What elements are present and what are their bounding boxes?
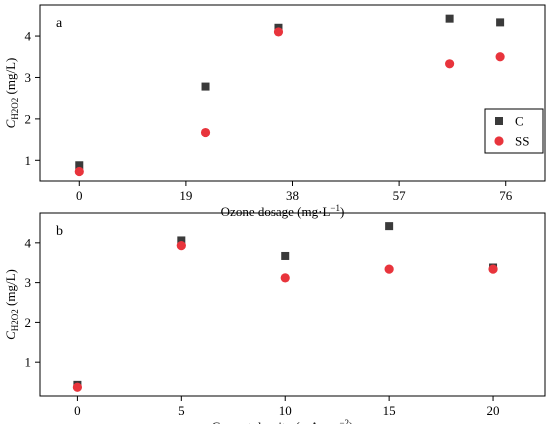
data-point-C: [496, 18, 505, 27]
data-point-SS: [488, 264, 498, 274]
x-tick-label: 5: [178, 403, 185, 418]
y-axis-label-main: C: [3, 119, 18, 128]
x-tick-label: 76: [499, 188, 513, 203]
x-axis-label-end: ): [349, 419, 353, 424]
y-axis-label-unit: (mg/L): [3, 58, 18, 98]
y-tick-label: 4: [25, 29, 32, 44]
chart-panel-b: b 0 5 10 15 20 1 2 3 4 Current density (mA·cm−2) CH…: [3, 212, 546, 424]
y-tick-label: 3: [25, 275, 32, 290]
series-C: [73, 222, 498, 389]
x-axis-label-sup: −1: [330, 203, 340, 213]
series-SS: [74, 27, 505, 177]
data-point-SS: [200, 127, 211, 138]
plot-frame: [39, 4, 546, 182]
x-tick-label: 20: [487, 403, 500, 418]
data-point-C: [177, 236, 186, 245]
data-point-SS: [72, 382, 83, 392]
y-tick-label: 4: [25, 235, 32, 250]
data-point-C: [281, 251, 290, 260]
y-axis-label-sub: H2O2: [10, 98, 20, 120]
data-point-SS: [280, 273, 290, 283]
y-axis-label-unit: (mg/L): [3, 269, 18, 309]
x-tick-label: 15: [383, 403, 396, 418]
x-tick-label: 19: [179, 188, 192, 203]
x-axis-label: Current density (mA·cm−2): [212, 418, 354, 424]
y-axis-label: CH2O2 (mg/L): [3, 58, 20, 129]
legend-box: [484, 108, 544, 154]
x-tick-label: 57: [393, 188, 407, 203]
y-tick-label: 2: [25, 315, 32, 330]
y-tick-label: 2: [25, 111, 32, 126]
data-point-SS: [176, 241, 186, 251]
panel-label: b: [56, 224, 63, 239]
x-tick-label: 10: [279, 403, 292, 418]
x-tick-label: 38: [286, 188, 299, 203]
data-point-SS: [273, 27, 284, 37]
data-point-SS: [74, 166, 84, 177]
legend-label-C: C: [515, 114, 524, 129]
series-SS: [72, 241, 498, 392]
data-point-C: [201, 82, 210, 91]
x-axis-label-end: ): [340, 204, 344, 219]
panel-label: a: [56, 16, 63, 31]
plot-frame: [39, 212, 546, 397]
data-point-SS: [495, 52, 505, 62]
data-point-C: [385, 222, 394, 231]
series-C: [75, 14, 505, 170]
legend-marker-SS: [494, 136, 504, 146]
legend-marker-C: [495, 117, 503, 125]
y-axis-label-sub: H2O2: [10, 309, 20, 331]
y-axis-label: CH2O2 (mg/L): [3, 269, 20, 340]
data-point-SS: [384, 264, 394, 274]
y-tick-label: 3: [25, 70, 32, 85]
x-axis-label: Ozone dosage (mg·L−1): [221, 203, 345, 219]
y-axis-label-main: C: [3, 331, 18, 340]
data-point-C: [445, 14, 454, 23]
x-tick-label: 0: [76, 188, 83, 203]
y-tick-label: 1: [25, 355, 32, 370]
legend: C SS: [484, 108, 544, 154]
data-point-C: [75, 161, 84, 170]
x-tick-label: 0: [74, 403, 81, 418]
y-tick-label: 1: [25, 153, 32, 168]
x-axis-label-sup: −2: [339, 418, 349, 424]
data-point-SS: [445, 59, 455, 69]
legend-label-SS: SS: [515, 134, 529, 149]
